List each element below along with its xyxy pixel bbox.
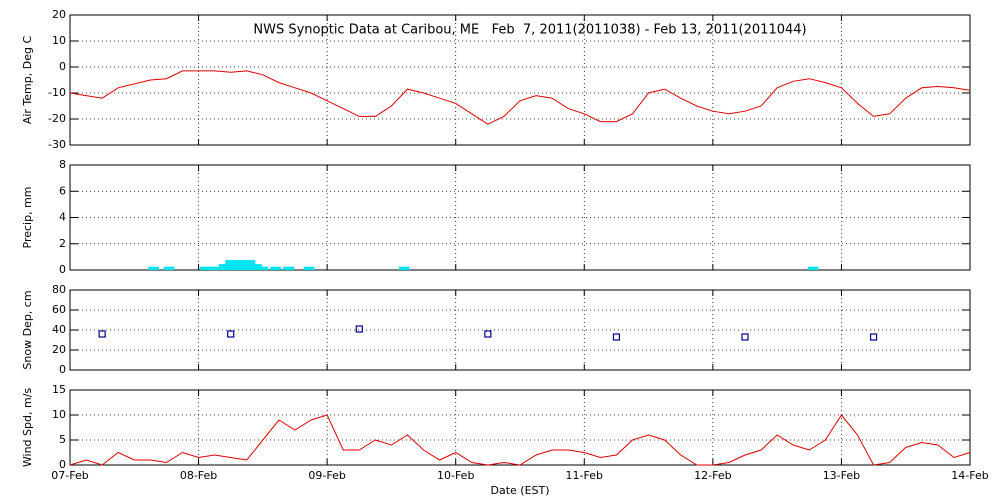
y-axis-label: Air Temp, Deg C [21, 36, 34, 125]
y-axis-label: Precip, mm [21, 187, 34, 249]
bar [231, 260, 243, 270]
panel-frame [69, 289, 971, 371]
y-tick-label: 60 [52, 303, 66, 316]
y-axis-label: Wind Spd, m/s [21, 388, 34, 468]
point [612, 333, 621, 341]
x-tick-label: 10-Feb [437, 469, 474, 482]
bar [303, 266, 315, 270]
bar [251, 264, 262, 270]
y-tick-label: 20 [52, 8, 66, 21]
bar [283, 266, 294, 270]
y-tick-label: 5 [59, 433, 66, 446]
y-tick-label: 20 [52, 343, 66, 356]
line [69, 414, 971, 466]
point [484, 330, 492, 338]
line [69, 70, 971, 125]
point [355, 325, 363, 333]
bar [398, 266, 410, 270]
point [227, 330, 235, 338]
bar [270, 266, 282, 270]
point [98, 330, 106, 338]
chart-title: NWS Synoptic Data at Caribou, ME Feb 7, … [253, 23, 806, 38]
y-tick-label: 10 [52, 34, 66, 47]
y-tick-label: -20 [48, 112, 66, 125]
x-tick-label: 11-Feb [566, 469, 603, 482]
point [741, 333, 749, 341]
panel-frame [69, 164, 971, 271]
y-tick-label: 80 [52, 283, 66, 296]
y-tick-label: 0 [59, 363, 66, 376]
bar [257, 266, 269, 270]
x-tick-label: 09-Feb [308, 469, 345, 482]
x-tick-label: 08-Feb [180, 469, 217, 482]
y-tick-label: 4 [59, 211, 66, 224]
y-tick-label: 0 [59, 60, 66, 73]
bar [199, 266, 211, 270]
point [869, 333, 878, 341]
y-tick-label: -30 [48, 138, 66, 151]
panel-frame [69, 389, 971, 466]
x-axis-label: Date (EST) [490, 484, 549, 497]
y-tick-label: 10 [52, 408, 66, 421]
bar [807, 266, 819, 270]
panel-frame [69, 14, 971, 146]
bar [238, 260, 249, 270]
y-tick-label: 6 [59, 184, 66, 197]
bar [244, 260, 256, 270]
y-tick-label: 8 [59, 158, 66, 171]
y-tick-label: 0 [59, 458, 66, 471]
bar [208, 266, 220, 270]
x-tick-label: 14-Feb [951, 469, 988, 482]
y-tick-label: 40 [52, 323, 66, 336]
bar [218, 264, 230, 270]
x-tick-label: 12-Feb [694, 469, 731, 482]
y-tick-label: 0 [59, 263, 66, 276]
x-tick-label: 13-Feb [823, 469, 860, 482]
y-tick-label: 2 [59, 237, 66, 250]
y-tick-label: -10 [48, 86, 66, 99]
y-axis-label: Snow Dep, cm [21, 290, 34, 369]
bar [163, 266, 175, 270]
x-tick-label: 07-Feb [51, 469, 88, 482]
bar [148, 266, 159, 270]
y-tick-label: 15 [52, 383, 66, 396]
bar [225, 260, 237, 270]
